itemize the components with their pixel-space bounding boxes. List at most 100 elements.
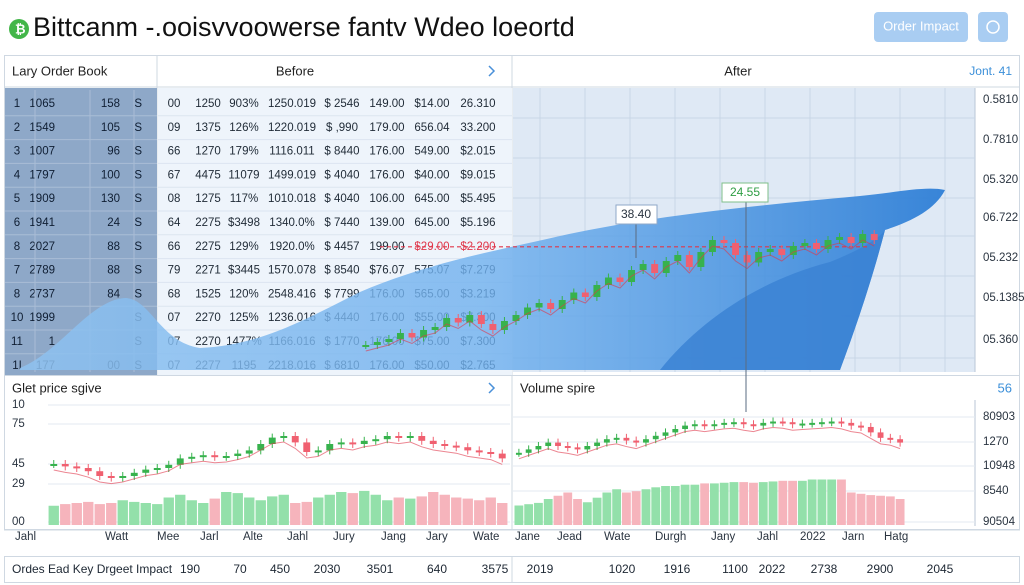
candle xyxy=(153,468,161,470)
candle xyxy=(477,315,485,324)
before-cell: 67 xyxy=(168,169,181,181)
before-cell: 2275 xyxy=(195,241,221,253)
annotation: 24.55 xyxy=(730,185,760,199)
volume-bar xyxy=(451,497,462,525)
before-cell: 08 xyxy=(168,193,181,205)
order-book-cell: 5 xyxy=(14,193,20,205)
footer-number: 2738 xyxy=(811,562,838,576)
before-cell: $ 8440 xyxy=(324,146,359,158)
volume-bar xyxy=(428,492,439,525)
volume-bar xyxy=(152,504,163,525)
candle xyxy=(500,321,508,330)
before-cell: 1375 xyxy=(195,122,221,134)
candle xyxy=(770,421,776,424)
candle xyxy=(429,440,437,444)
annotation-box xyxy=(721,182,769,203)
x-tick-label: Hatg xyxy=(884,531,908,543)
candle xyxy=(535,303,543,308)
volume-bar xyxy=(60,504,71,525)
order-book-cell: S xyxy=(134,217,142,229)
candle xyxy=(697,252,705,267)
candle xyxy=(314,450,322,453)
before-cell: 79 xyxy=(168,265,181,277)
volume-bar xyxy=(244,497,255,525)
volume-bar xyxy=(370,494,381,525)
volume-bar xyxy=(729,482,739,525)
order-book-cell: 84 xyxy=(107,288,120,300)
order-impact-label: Order Impact xyxy=(883,18,959,33)
order-book-cell: S xyxy=(134,122,142,134)
candle xyxy=(454,318,462,323)
before-cell: $ 4040 xyxy=(324,193,359,205)
volume-bar xyxy=(485,497,496,525)
volume-bar xyxy=(106,503,117,525)
before-cell: 120% xyxy=(229,288,258,300)
order-book-cell: S xyxy=(134,98,142,110)
candle xyxy=(711,424,718,427)
before-cell: 1250 xyxy=(195,98,221,110)
x-tick-label: Jead xyxy=(557,531,582,543)
x-tick-label: Jahl xyxy=(287,531,308,543)
candle xyxy=(420,330,428,338)
candle xyxy=(487,452,495,454)
order-book-cell: 1549 xyxy=(29,122,55,134)
candle xyxy=(721,422,728,425)
chevron[interactable] xyxy=(488,65,496,77)
candle xyxy=(498,453,506,459)
candle xyxy=(616,277,624,282)
volume-bar xyxy=(876,495,885,525)
volume-bar xyxy=(336,492,347,525)
candle xyxy=(466,315,474,323)
x-tick-label: Jury xyxy=(333,531,355,543)
volume-bar xyxy=(416,496,427,525)
x-tick-label: Jang xyxy=(381,531,406,543)
candle xyxy=(691,424,698,427)
order-impact-button[interactable] xyxy=(874,12,968,42)
candle xyxy=(838,421,845,424)
annotation-box xyxy=(615,204,658,225)
panel-title: After xyxy=(724,63,752,78)
candle xyxy=(870,234,878,240)
footer-number: 3575 xyxy=(482,562,509,576)
before-cell: $9.015 xyxy=(460,169,495,181)
candle xyxy=(535,446,542,450)
candle xyxy=(847,237,855,243)
before-cell: $3498 xyxy=(228,217,260,229)
volume-bar xyxy=(163,497,174,525)
before-cell: 66 xyxy=(168,241,181,253)
info-button[interactable] xyxy=(978,12,1008,42)
before-cell: $5.196 xyxy=(460,217,495,229)
y-tick-label: 8540 xyxy=(983,485,1009,497)
volume-bar xyxy=(313,497,324,525)
volume-bar xyxy=(885,496,895,525)
y-tick-label: 05.320 xyxy=(983,174,1018,186)
panel-title: Lary Order Book xyxy=(12,63,108,78)
order-book-cell: S xyxy=(134,288,142,300)
candle xyxy=(564,446,571,448)
annotation: 38.40 xyxy=(621,207,651,221)
app-title: Bittcanm -.ooisvvoowerse fantv Wdeo loeo… xyxy=(33,12,575,42)
chevron[interactable] xyxy=(488,382,496,394)
candle xyxy=(859,234,867,243)
candle xyxy=(555,442,561,446)
candle xyxy=(755,252,763,263)
candle xyxy=(558,300,566,309)
candle xyxy=(222,456,230,458)
volume-bar xyxy=(534,502,543,525)
before-cell: 645.00 xyxy=(414,193,449,205)
candle xyxy=(303,442,311,452)
y-tick-label: 45 xyxy=(12,458,25,470)
candle xyxy=(750,424,757,427)
candle xyxy=(291,436,299,443)
candle xyxy=(778,249,786,255)
volume-bar xyxy=(497,503,508,525)
candle xyxy=(584,446,591,450)
before-cell: 64 xyxy=(168,217,181,229)
candle xyxy=(408,333,416,338)
before-cell: 1499.019 xyxy=(268,169,316,181)
before-cell: $2.015 xyxy=(460,146,495,158)
volume-bar xyxy=(670,486,680,525)
order-book-cell: 7 xyxy=(14,265,20,277)
candle xyxy=(581,292,589,297)
volume-bar xyxy=(347,493,358,525)
